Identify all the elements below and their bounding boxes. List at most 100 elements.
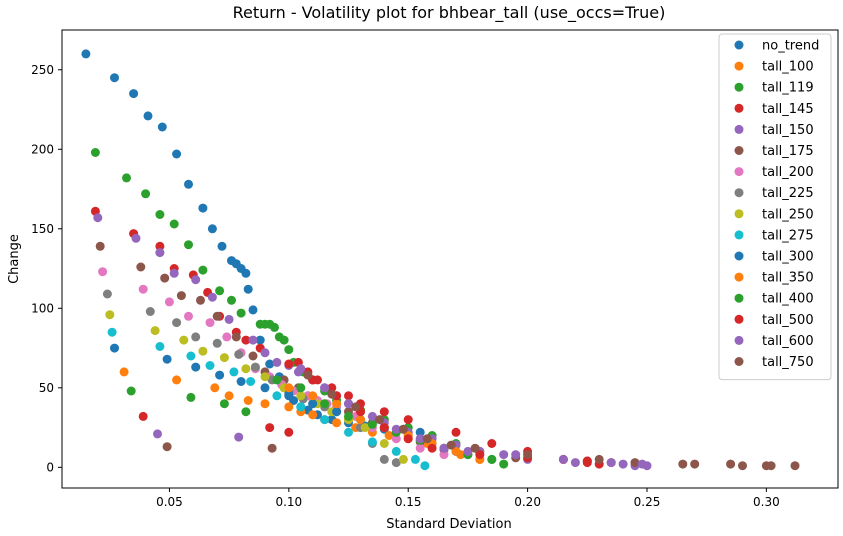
point-tall_250-3 [198, 346, 208, 356]
y-tick-label: 250 [31, 63, 54, 77]
point-tall_119-7 [186, 392, 196, 402]
x-tick-label: 0.20 [514, 495, 541, 509]
point-tall_150-1 [131, 233, 141, 243]
point-tall_275-8 [320, 415, 330, 425]
legend-box [718, 33, 832, 381]
point-tall_225-5 [234, 349, 244, 359]
point-no_trend-6 [184, 179, 193, 189]
point-tall_300-5 [260, 383, 270, 393]
point-tall_175-3 [162, 442, 172, 452]
legend-marker-tall_600 [734, 335, 744, 345]
point-tall_175-1 [136, 262, 146, 272]
point-tall_119-19 [279, 335, 289, 345]
point-tall_750-6 [446, 440, 456, 450]
y-tick-label: 150 [31, 222, 54, 236]
point-tall_175-5 [196, 295, 205, 305]
point-tall_500-7 [475, 450, 485, 460]
point-tall_400-2 [320, 399, 330, 409]
point-tall_145-22 [487, 439, 497, 448]
point-no_trend-14 [243, 284, 253, 294]
point-tall_119-13 [241, 407, 251, 417]
point-tall_600-8 [511, 450, 521, 460]
point-tall_200-4 [205, 318, 215, 328]
legend-marker-tall_300 [734, 251, 744, 261]
point-tall_250-0 [105, 310, 115, 320]
point-no_trend-0 [81, 49, 91, 59]
point-tall_150-0 [93, 213, 103, 223]
point-tall_200-2 [164, 297, 174, 307]
point-tall_175-25 [726, 459, 736, 469]
point-tall_300-6 [284, 389, 294, 399]
point-tall_600-7 [463, 446, 473, 456]
legend-marker-tall_500 [734, 314, 744, 324]
point-tall_275-1 [155, 342, 165, 351]
legend-marker-tall_175 [734, 146, 744, 155]
point-tall_500-5 [403, 434, 413, 444]
y-tick-label: 50 [39, 381, 54, 395]
point-tall_100-13 [384, 431, 394, 440]
point-tall_119-2 [126, 386, 136, 396]
point-tall_350-0 [284, 383, 294, 393]
point-tall_100-0 [119, 367, 129, 377]
point-tall_750-4 [398, 424, 408, 434]
point-tall_150-4 [169, 268, 179, 278]
point-tall_275-4 [229, 367, 239, 377]
point-tall_275-10 [367, 437, 377, 447]
point-tall_250-4 [219, 353, 229, 363]
point-tall_350-3 [356, 415, 365, 425]
point-no_trend-9 [217, 241, 227, 251]
point-tall_750-10 [690, 459, 700, 469]
y-tick-label: 200 [31, 142, 54, 156]
point-tall_750-0 [303, 370, 313, 380]
point-tall_200-1 [138, 284, 148, 294]
point-tall_100-3 [224, 391, 234, 401]
point-no_trend-4 [157, 122, 167, 132]
x-tick-label: 0.30 [753, 495, 780, 509]
point-tall_100-4 [243, 396, 253, 405]
legend-marker-no_trend [734, 40, 744, 50]
series-tall_750 [303, 370, 776, 471]
point-tall_175-8 [248, 351, 258, 361]
point-tall_119-33 [499, 459, 509, 469]
point-tall_150-8 [234, 432, 244, 442]
point-tall_145-3 [155, 241, 165, 251]
point-tall_175-23 [630, 458, 640, 468]
point-tall_750-12 [766, 461, 776, 471]
point-tall_250-1 [150, 326, 160, 336]
point-tall_119-1 [122, 173, 131, 183]
point-tall_100-5 [260, 399, 270, 409]
point-tall_200-17 [391, 434, 401, 444]
point-tall_145-9 [241, 335, 251, 345]
point-tall_275-11 [391, 446, 401, 456]
point-tall_750-7 [470, 443, 480, 453]
point-tall_225-4 [212, 338, 222, 348]
point-no_trend-21 [289, 396, 299, 405]
y-tick-label: 0 [46, 460, 54, 474]
point-tall_119-6 [184, 240, 193, 250]
point-tall_175-24 [678, 459, 688, 469]
point-tall_275-9 [344, 427, 353, 437]
x-axis-label: Standard Deviation [386, 517, 511, 532]
point-tall_250-12 [360, 423, 370, 433]
point-tall_175-27 [790, 461, 800, 471]
point-tall_119-9 [215, 286, 225, 296]
legend-label-tall_600: tall_600 [762, 334, 814, 349]
point-tall_150-2 [153, 429, 162, 439]
legend-label-no_trend: no_trend [762, 39, 819, 54]
legend-marker-tall_400 [734, 293, 744, 303]
point-tall_750-2 [351, 402, 361, 412]
point-tall_150-24 [499, 450, 509, 460]
point-no_trend-3 [143, 111, 153, 121]
point-tall_150-26 [570, 458, 580, 468]
legend-marker-tall_275 [734, 230, 744, 240]
point-tall_145-21 [451, 427, 461, 437]
legend-label-tall_750: tall_750 [762, 355, 814, 370]
point-no_trend-1 [110, 73, 119, 83]
point-tall_300-1 [162, 354, 172, 364]
point-tall_750-11 [738, 461, 747, 471]
legend-marker-tall_100 [734, 61, 744, 71]
legend-marker-tall_200 [734, 167, 744, 177]
legend-label-tall_150: tall_150 [762, 123, 814, 138]
